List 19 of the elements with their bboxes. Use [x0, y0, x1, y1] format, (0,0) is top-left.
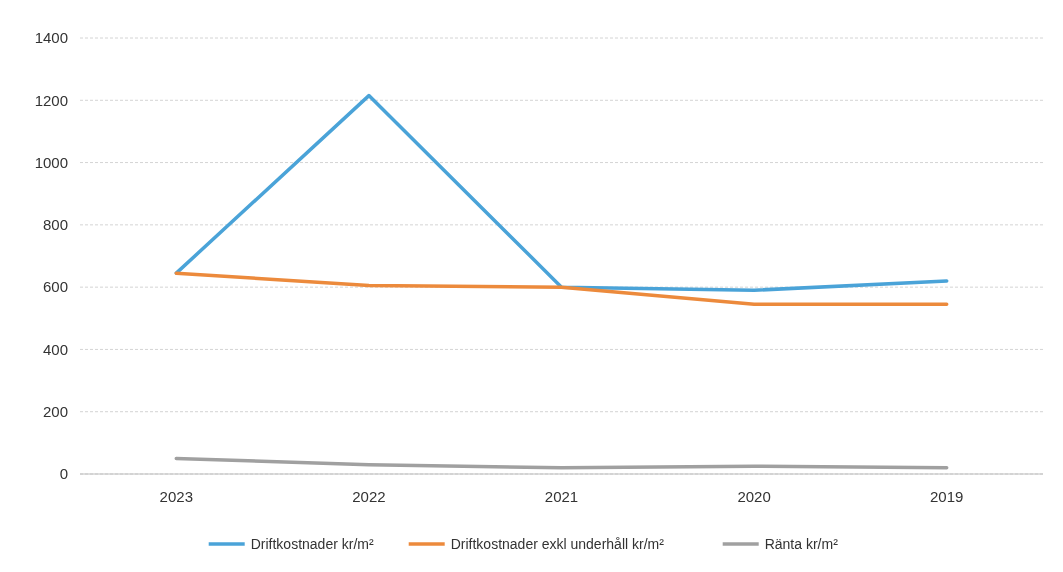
y-tick-label: 600	[42, 278, 68, 296]
y-tick-label: 200	[42, 402, 68, 420]
line-series	[174, 456, 949, 470]
legend-label: Driftkostnader exkl underhåll kr/m²	[450, 535, 665, 552]
y-tick-label: 400	[42, 340, 68, 358]
x-tick-label: 2020	[737, 488, 771, 505]
legend-label: Ränta kr/m²	[764, 535, 839, 552]
x-tick-label: 2022	[352, 488, 386, 505]
y-tick-label: 1400	[34, 29, 68, 47]
x-tick-label: 2019	[930, 488, 964, 505]
y-tick-label: 0	[59, 465, 68, 483]
legend-label: Driftkostnader kr/m²	[250, 535, 374, 552]
y-tick-label: 800	[42, 216, 68, 234]
y-tick-label: 1200	[34, 91, 68, 109]
x-tick-label: 2023	[159, 488, 193, 505]
line-series	[174, 271, 949, 307]
line-series	[174, 93, 949, 293]
y-tick-label: 1000	[34, 153, 68, 171]
x-tick-label: 2021	[544, 488, 579, 505]
